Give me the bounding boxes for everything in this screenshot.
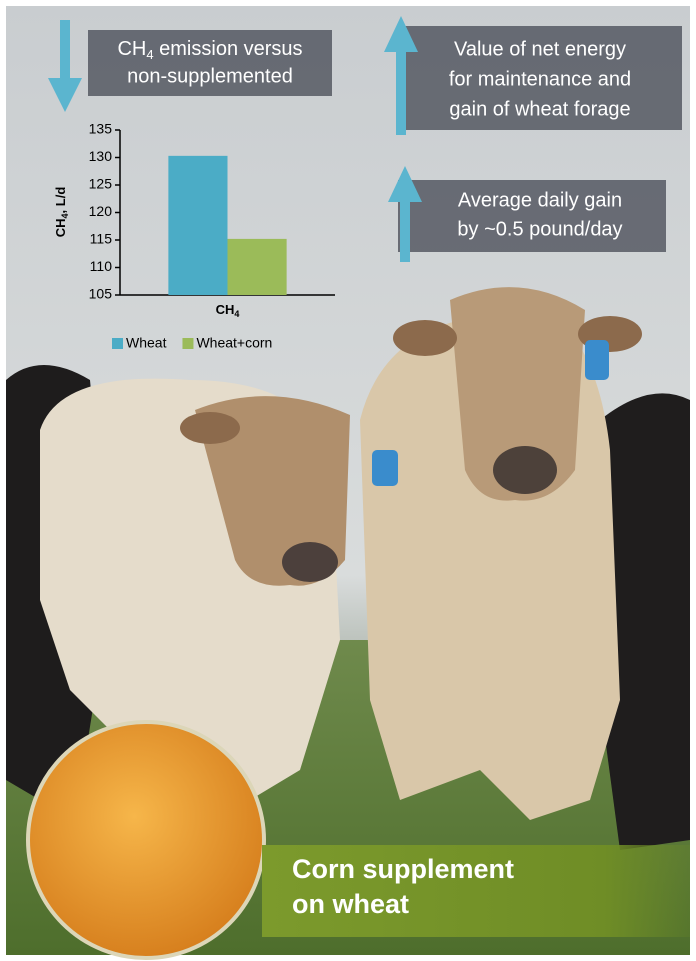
legend-label: Wheat+corn — [196, 335, 272, 351]
callout-line: by ~0.5 pound/day — [457, 218, 622, 240]
callout-line: Average daily gain — [458, 189, 622, 211]
legend-swatch — [182, 338, 193, 349]
y-tick-label: 115 — [90, 231, 113, 247]
corn-image — [28, 722, 264, 958]
bar — [228, 239, 287, 295]
banner-line: Corn supplement — [292, 854, 514, 884]
y-tick-label: 105 — [89, 286, 113, 302]
callout-line: gain of wheat forage — [449, 98, 630, 120]
callout-line: for maintenance and — [449, 68, 631, 90]
y-tick-label: 125 — [89, 176, 113, 192]
subscript: 4 — [234, 309, 239, 319]
callout-line: CH4 emission versus — [117, 38, 302, 62]
callout-line: Value of net energy — [454, 38, 626, 60]
text: CH — [53, 218, 68, 237]
y-tick-label: 135 — [89, 121, 113, 137]
y-axis-label: CH4, L/d — [53, 187, 70, 238]
text: CH — [117, 38, 146, 60]
y-tick-label: 120 — [89, 203, 113, 219]
text: , L/d — [53, 187, 68, 214]
legend-label: Wheat — [126, 335, 167, 351]
text: emission versus — [154, 38, 303, 60]
banner-line: on wheat — [292, 889, 409, 919]
legend-swatch — [112, 338, 123, 349]
callout-line: non-supplemented — [127, 65, 293, 87]
y-tick-label: 110 — [90, 258, 113, 274]
infographic: Corn supplement on wheat CH4 emission ve… — [0, 0, 696, 961]
text: CH — [216, 302, 235, 317]
y-tick-label: 130 — [89, 148, 113, 164]
subscript: 4 — [146, 47, 153, 62]
bar — [168, 156, 227, 295]
